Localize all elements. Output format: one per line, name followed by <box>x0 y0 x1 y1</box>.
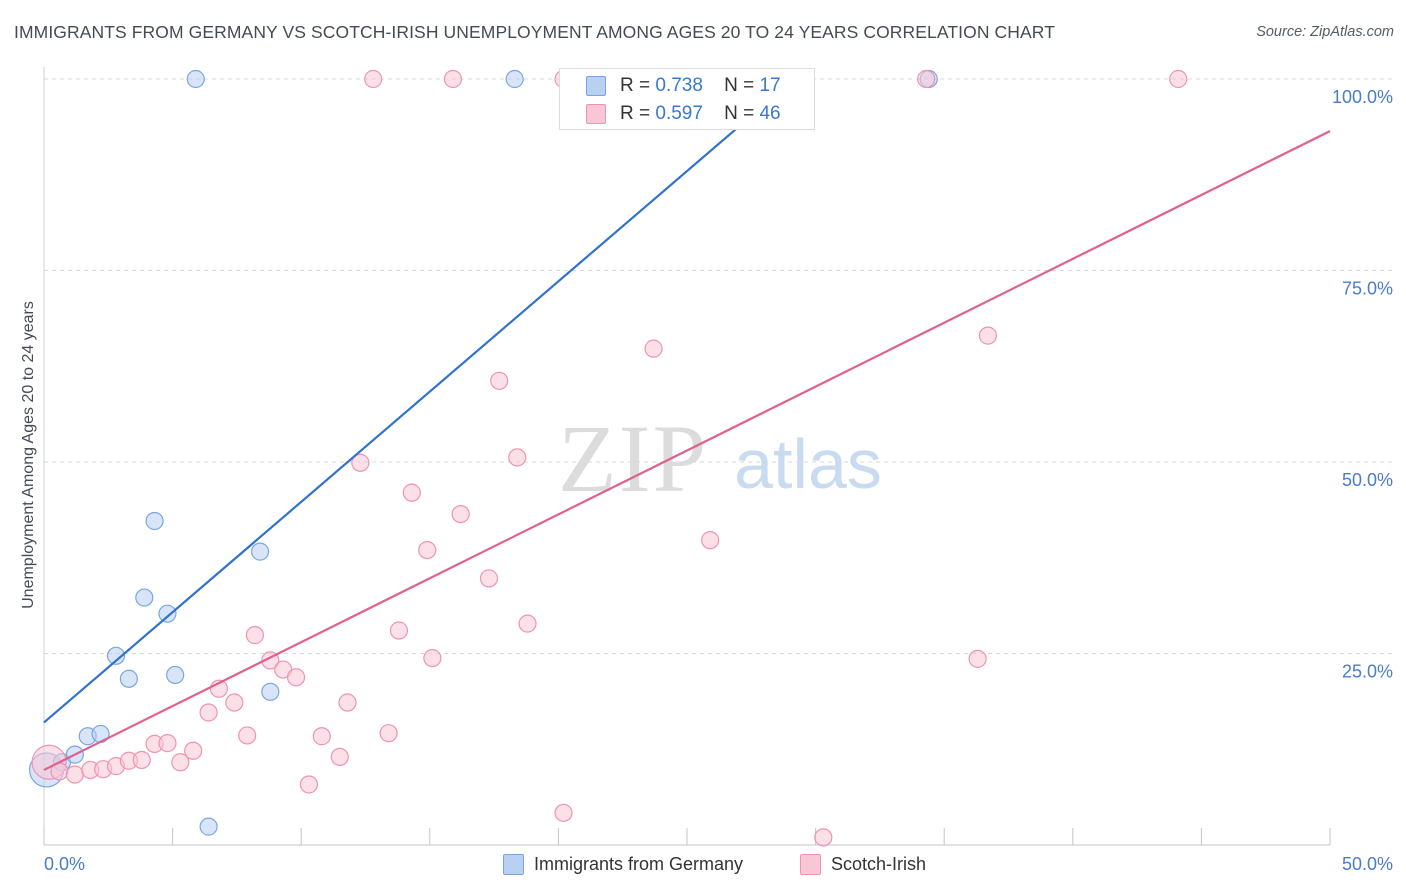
scotch-irish-point <box>490 371 509 390</box>
scotch-irish-point <box>312 727 331 746</box>
scotch-irish-point <box>158 734 177 753</box>
stats-legend: R = 0.738 N = 17 R = 0.597 N = 46 <box>559 68 815 130</box>
scotch-irish-point <box>451 504 470 524</box>
scotch-irish-point <box>443 69 463 89</box>
germany-point <box>250 542 270 561</box>
legend-swatch-scotch-irish <box>586 104 606 124</box>
scotch-irish-point <box>917 69 936 89</box>
scotch-irish-point <box>65 765 84 784</box>
germany-point <box>106 646 126 665</box>
scotch-irish-point <box>351 453 370 472</box>
watermark-atlas: atlas <box>734 425 882 503</box>
legend-r-value-scotch-irish: 0.597 <box>655 103 703 124</box>
scotch-irish-point <box>132 750 151 770</box>
bottom-legend-germany: Immigrants from Germany <box>503 852 743 876</box>
scotch-irish-point <box>968 649 987 668</box>
scotch-irish-point <box>245 626 265 645</box>
scotch-irish-point <box>364 69 383 89</box>
y-tick-label: 50.0% <box>1342 470 1393 490</box>
scotch-irish-point <box>199 703 218 722</box>
scotch-irish-point <box>978 326 998 345</box>
legend-n-value-scotch-irish: 46 <box>759 103 781 124</box>
source-label: Source: ZipAtlas.com <box>1256 24 1394 40</box>
tick-labels: 25.0% 50.0% 75.0% 100.0% 0.0% 50.0% <box>44 87 1393 874</box>
legend-n-label: N = <box>724 103 755 124</box>
germany-point <box>199 817 218 836</box>
scotch-irish-point <box>389 621 409 640</box>
germany-point <box>158 604 177 623</box>
legend-n-label: N = <box>724 75 755 96</box>
bottom-legend-label-germany: Immigrants from Germany <box>534 853 744 874</box>
scotch-irish-point <box>402 483 421 502</box>
chart-title: IMMIGRANTS FROM GERMANY VS SCOTCH-IRISH … <box>14 22 1055 42</box>
trend-lines <box>43 81 1331 771</box>
germany-trend-line <box>43 81 791 724</box>
scotch-irish-point <box>423 648 442 668</box>
legend-swatch-germany <box>586 76 606 96</box>
germany-point <box>119 669 138 688</box>
scotch-irish-point <box>286 668 306 687</box>
germany-point <box>166 665 185 685</box>
y-tick-label: 100.0% <box>1332 87 1393 107</box>
scotch-irish-point <box>330 747 349 767</box>
bottom-legend-swatch-germany <box>503 853 524 875</box>
y-tick-label: 75.0% <box>1342 279 1393 299</box>
bottom-legend-label-scotch-irish: Scotch-Irish <box>831 853 927 874</box>
watermark-zip: ZIP <box>558 405 708 512</box>
legend-r-label: R = <box>620 103 651 124</box>
scotch-irish-point <box>225 693 244 712</box>
watermark: ZIP atlas <box>558 405 882 512</box>
grid <box>44 78 1392 654</box>
scotch-irish-point <box>418 540 437 560</box>
scotch-irish-point <box>554 803 573 822</box>
scotch-irish-point <box>701 531 720 550</box>
scotch-irish-point <box>379 724 398 743</box>
x-tick-label: 50.0% <box>1342 854 1393 874</box>
scotch-irish-point <box>518 614 537 633</box>
scotch-irish-point <box>184 741 203 760</box>
scotch-irish-point <box>644 339 663 358</box>
scotch-irish-point <box>171 753 190 772</box>
legend-r-label: R = <box>620 75 651 96</box>
bottom-legend-swatch-scotch-irish <box>800 853 821 875</box>
scotch-irish-point <box>238 726 257 745</box>
scotch-irish-point <box>1169 69 1188 89</box>
bottom-legend-scotch-irish: Scotch-Irish <box>800 852 926 876</box>
scotch-irish-point <box>508 448 527 467</box>
germany-point <box>186 69 205 89</box>
axes <box>43 67 1331 846</box>
scotch-irish-point <box>814 828 833 847</box>
scotch-irish-point <box>479 569 499 588</box>
scotch-irish-point <box>338 693 357 712</box>
legend-n-value-germany: 17 <box>759 75 781 96</box>
x-tick-label: 0.0% <box>44 854 85 874</box>
germany-point <box>261 682 280 701</box>
germany-point <box>135 588 154 607</box>
legend-r-value-germany: 0.738 <box>655 75 703 96</box>
scotch-irish-point <box>299 775 319 794</box>
germany-point <box>145 511 164 531</box>
y-tick-label: 25.0% <box>1342 662 1393 682</box>
germany-point <box>505 69 524 89</box>
scotch-irish-trend-line <box>43 130 1331 771</box>
